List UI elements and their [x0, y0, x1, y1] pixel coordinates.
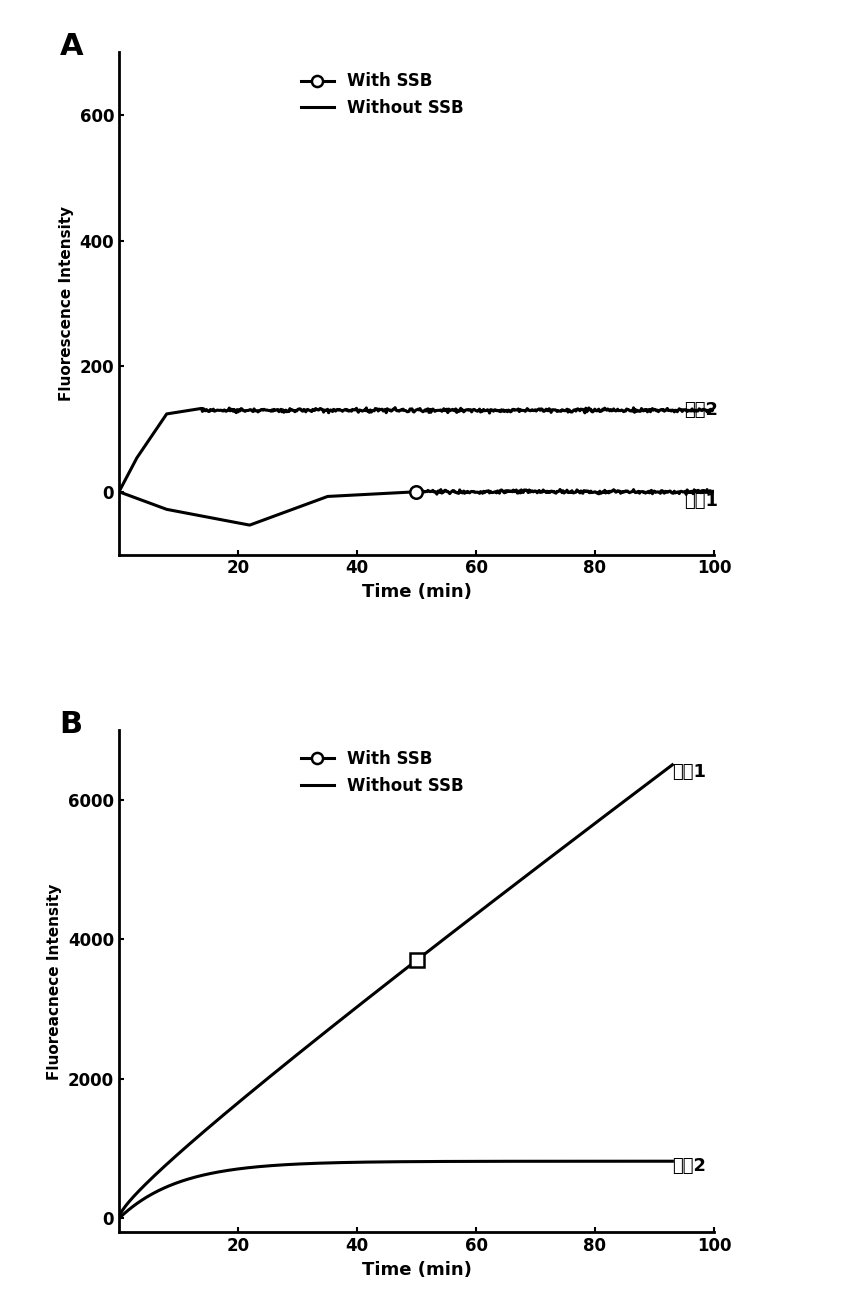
- Text: 曲线1: 曲线1: [672, 763, 706, 781]
- Text: 曲线1: 曲线1: [684, 492, 718, 510]
- X-axis label: Time (min): Time (min): [361, 1261, 472, 1278]
- Legend: With SSB, Without SSB: With SSB, Without SSB: [294, 743, 471, 801]
- Text: 曲线2: 曲线2: [672, 1158, 706, 1175]
- Text: B: B: [60, 711, 82, 739]
- Y-axis label: Fluoreacnece Intensity: Fluoreacnece Intensity: [48, 884, 62, 1079]
- Text: 曲线2: 曲线2: [684, 401, 718, 420]
- X-axis label: Time (min): Time (min): [361, 583, 472, 600]
- Y-axis label: Fluorescence Intensity: Fluorescence Intensity: [59, 206, 74, 401]
- Legend: With SSB, Without SSB: With SSB, Without SSB: [294, 66, 471, 123]
- Text: A: A: [60, 33, 83, 62]
